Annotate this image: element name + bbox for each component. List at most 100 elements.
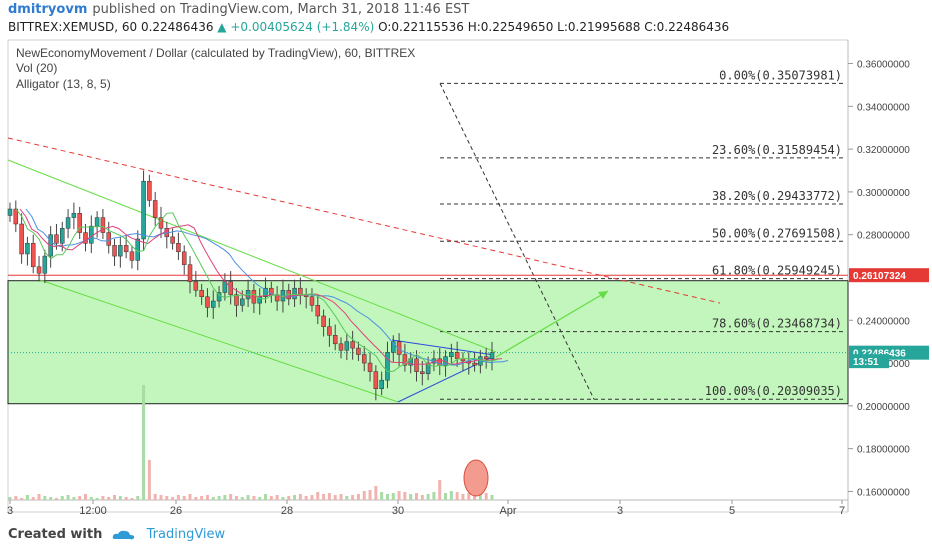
candle-body bbox=[321, 315, 326, 327]
alligator-jaw-line bbox=[25, 208, 509, 366]
volume-bar bbox=[229, 494, 233, 500]
candle-body bbox=[30, 243, 36, 268]
axis-price-tag bbox=[849, 268, 929, 283]
candle-body bbox=[391, 341, 396, 353]
author-link[interactable]: dmitryovm bbox=[8, 2, 88, 17]
y-tick-label: 0.16000000 bbox=[857, 487, 910, 498]
candle-body bbox=[454, 352, 460, 360]
tradingview-brand-link[interactable]: TradingView bbox=[146, 527, 226, 542]
candle-body bbox=[199, 290, 204, 297]
volume-bar bbox=[147, 460, 151, 500]
legend-title: NewEconomyMovement / Dollar (calculated … bbox=[16, 46, 415, 60]
fib-level-label: 0.00%(0.35073981) bbox=[719, 68, 842, 82]
candle-body bbox=[332, 335, 338, 345]
candle-body bbox=[89, 225, 94, 244]
volume-bar bbox=[467, 493, 471, 500]
volume-bar bbox=[124, 497, 128, 500]
fib-level-label: 61.80%(0.25949245) bbox=[712, 264, 842, 278]
volume-bar bbox=[339, 494, 343, 500]
volume-bar bbox=[269, 496, 273, 500]
candle-body bbox=[356, 347, 361, 355]
volume-bar bbox=[223, 495, 227, 500]
fib-level-label: 50.00%(0.27691508) bbox=[712, 226, 842, 240]
tradingview-cloud-icon bbox=[113, 530, 135, 539]
volume-bar bbox=[205, 495, 209, 500]
volume-bar bbox=[37, 494, 41, 500]
volume-bar bbox=[60, 496, 64, 500]
candle-body bbox=[129, 251, 135, 261]
y-tick-label: 0.32000000 bbox=[857, 145, 910, 156]
volume-spike-highlight[interactable] bbox=[463, 459, 489, 497]
candle-body bbox=[100, 217, 106, 233]
y-tick-label: 0.34000000 bbox=[857, 102, 910, 113]
candle-body bbox=[483, 356, 489, 360]
volume-bar bbox=[83, 494, 87, 500]
candle-body bbox=[187, 264, 193, 283]
volume-bar bbox=[194, 497, 198, 500]
channel-upper-line[interactable] bbox=[7, 159, 497, 353]
volume-bar bbox=[478, 494, 482, 500]
projection-arrow[interactable] bbox=[495, 290, 609, 358]
resistance-trendline[interactable] bbox=[7, 137, 721, 304]
candle-body bbox=[170, 236, 175, 244]
volume-bar bbox=[31, 497, 35, 500]
volume-bar bbox=[327, 493, 331, 500]
candle-body bbox=[141, 180, 146, 240]
volume-bar bbox=[101, 496, 105, 500]
volume-bar bbox=[20, 498, 24, 500]
candle-body bbox=[373, 371, 379, 389]
y-tick-label: 0.28000000 bbox=[857, 231, 910, 242]
candle-body bbox=[234, 294, 239, 306]
volume-bar bbox=[240, 497, 244, 500]
volume-bar bbox=[43, 496, 47, 500]
volume-bar bbox=[264, 494, 268, 500]
x-tick-label: 12:00 bbox=[79, 505, 107, 517]
fib-level-label: 78.60%(0.23468734) bbox=[712, 317, 842, 331]
volume-bar bbox=[78, 496, 82, 500]
channel-lower-line[interactable] bbox=[39, 279, 399, 403]
candle-body bbox=[152, 200, 158, 218]
volume-bar bbox=[118, 496, 122, 500]
volume-bar bbox=[316, 492, 320, 500]
volume-bar bbox=[246, 495, 250, 500]
volume-bar bbox=[72, 497, 76, 500]
candle-body bbox=[350, 341, 355, 349]
candle-body bbox=[472, 362, 477, 366]
volume-bar bbox=[211, 497, 215, 500]
x-tick-label: 30 bbox=[392, 505, 404, 517]
symbol-line: BITTREX:XEMUSD, 60 0.22486436 ▲ +0.00405… bbox=[8, 20, 729, 34]
volume-bar bbox=[95, 498, 99, 500]
legend-volume[interactable]: Vol (20) bbox=[16, 61, 57, 75]
volume-bar bbox=[113, 495, 117, 500]
volume-bar bbox=[25, 495, 29, 500]
footer: Created with TradingView bbox=[8, 527, 225, 542]
price-change: ▲ +0.00405624 (+1.84%) bbox=[217, 20, 375, 34]
publish-line: dmitryovm published on TradingView.com, M… bbox=[8, 2, 469, 17]
candle-body bbox=[112, 245, 117, 257]
axis-price-tag bbox=[849, 354, 889, 369]
triangle-upper-line[interactable] bbox=[391, 339, 495, 356]
triangle-lower-line[interactable] bbox=[397, 355, 495, 403]
candle-body bbox=[83, 232, 88, 244]
candle-body bbox=[385, 352, 390, 381]
candle-body bbox=[147, 180, 152, 201]
volume-bar bbox=[449, 491, 453, 500]
candle-body bbox=[176, 243, 181, 253]
legend-alligator[interactable]: Alligator (13, 8, 5) bbox=[16, 77, 111, 91]
volume-bar bbox=[287, 496, 291, 500]
candle-body bbox=[181, 251, 187, 265]
volume-bar bbox=[310, 495, 314, 500]
volume-bar bbox=[304, 496, 308, 500]
volume-bar bbox=[380, 492, 384, 500]
volume-bar bbox=[258, 497, 262, 500]
alligator-lips-line bbox=[15, 208, 499, 373]
alligator-teeth-line bbox=[19, 208, 503, 366]
fib-trend-line[interactable] bbox=[439, 83, 595, 400]
volume-bar bbox=[415, 493, 419, 500]
volume-bar bbox=[298, 494, 302, 500]
candle-body bbox=[489, 352, 495, 360]
y-tick-label: 0.20000000 bbox=[857, 402, 910, 413]
x-tick-label: 7 bbox=[839, 505, 845, 517]
candle-body bbox=[118, 245, 123, 257]
